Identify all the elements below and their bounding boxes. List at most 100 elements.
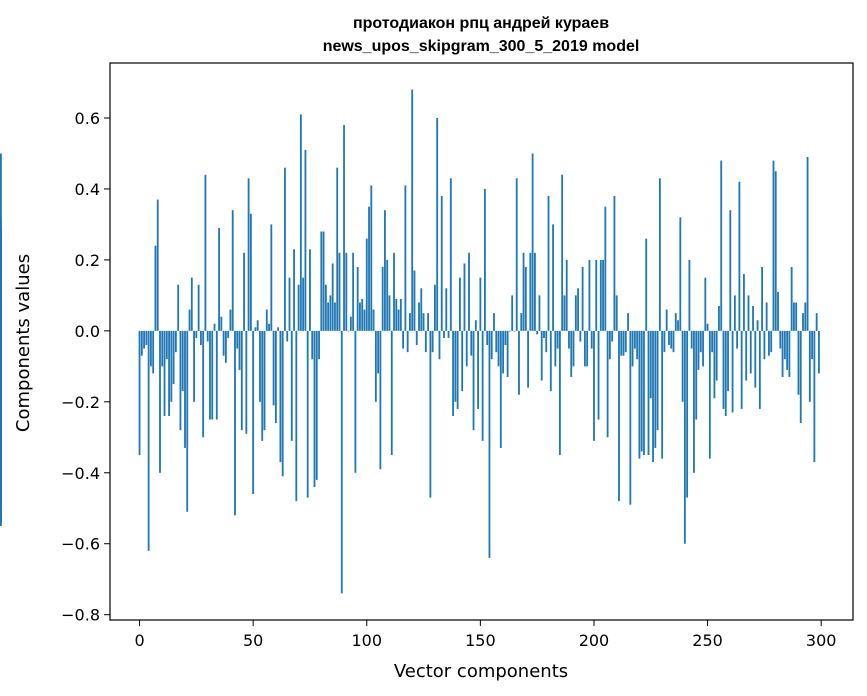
bar-273 xyxy=(758,330,761,409)
bar-198 xyxy=(588,259,591,331)
bar-172 xyxy=(529,252,532,331)
bar-46 xyxy=(243,252,245,331)
bar-285 xyxy=(786,330,789,370)
bar-255 xyxy=(718,306,720,331)
bar-100 xyxy=(365,238,368,331)
bar-0 xyxy=(138,330,141,456)
bar-245 xyxy=(695,330,698,420)
bar-33 xyxy=(213,323,216,331)
bar-190 xyxy=(570,330,573,377)
bar-290 xyxy=(797,330,800,395)
x-axis-ticks: 0 50 100 150 200 250 300 xyxy=(134,620,836,650)
bar-66 xyxy=(288,277,291,331)
bar-274 xyxy=(761,267,764,331)
bar-120 xyxy=(411,89,414,331)
bar-181 xyxy=(549,330,552,392)
x-tick-label: 0 xyxy=(134,631,144,650)
bar-275 xyxy=(763,330,766,360)
bar-159 xyxy=(499,330,502,448)
y-tick-label: 0.2 xyxy=(75,251,100,270)
bar-41 xyxy=(231,210,234,331)
x-tick-label: 200 xyxy=(579,631,610,650)
bar-55 xyxy=(263,330,266,431)
bar-201 xyxy=(595,259,598,331)
x-axis-label: Vector components xyxy=(394,661,568,682)
y-tick-label: −0.4 xyxy=(61,464,100,483)
bar-98 xyxy=(361,298,364,331)
bar-38 xyxy=(224,330,227,363)
bar-262 xyxy=(733,295,736,331)
bar-51 xyxy=(254,327,257,331)
bar-123 xyxy=(418,302,420,331)
bar-140 xyxy=(456,330,459,409)
bar-145 xyxy=(468,252,470,331)
bar-106 xyxy=(379,330,382,470)
bar-56 xyxy=(265,309,268,331)
bar-54 xyxy=(261,330,264,441)
bar-94 xyxy=(352,252,355,331)
bar-101 xyxy=(368,206,370,331)
bar-78 xyxy=(315,330,318,480)
bar-148 xyxy=(474,320,477,331)
bar-296 xyxy=(811,330,814,360)
bar-177 xyxy=(540,330,543,381)
bar-267 xyxy=(745,330,748,381)
bar-247 xyxy=(699,330,702,353)
bar-1 xyxy=(140,330,143,356)
bar-118 xyxy=(406,330,409,353)
bar-179 xyxy=(545,330,548,353)
bar-293 xyxy=(804,302,807,331)
bar-196 xyxy=(583,330,586,367)
bar-249 xyxy=(704,277,707,331)
bar-62 xyxy=(279,330,282,463)
bar-252 xyxy=(711,330,714,353)
bar-206 xyxy=(606,330,609,438)
bar-263 xyxy=(736,330,739,349)
bar-50 xyxy=(252,330,255,495)
bar-197 xyxy=(586,330,589,367)
bar-15 xyxy=(172,330,175,385)
bar-186 xyxy=(561,174,564,331)
bar-266 xyxy=(743,274,745,331)
bar-261 xyxy=(731,330,734,413)
x-tick-label: 250 xyxy=(692,631,723,650)
bar-114 xyxy=(397,309,400,331)
bar-217 xyxy=(631,330,634,367)
bar-133 xyxy=(440,196,443,331)
bar-253 xyxy=(713,330,716,399)
bar-237 xyxy=(677,320,679,331)
bar-125 xyxy=(422,313,425,331)
y-tick-label: −0.2 xyxy=(61,393,100,412)
bar-58 xyxy=(270,224,273,331)
bar-25 xyxy=(195,330,198,338)
bar-152 xyxy=(484,188,486,331)
bar-109 xyxy=(386,259,389,331)
bar-102 xyxy=(370,185,373,331)
bar-42 xyxy=(234,330,236,516)
bar-214 xyxy=(624,330,627,353)
chart-title-line2: news_upos_skipgram_300_5_2019 model xyxy=(323,38,640,55)
bar-95 xyxy=(354,330,357,473)
bar-160 xyxy=(502,330,504,374)
bar-210 xyxy=(615,295,618,331)
bar-288 xyxy=(793,302,795,331)
bar-243 xyxy=(690,330,693,349)
bar-90 xyxy=(343,125,345,331)
bar-28 xyxy=(202,330,205,438)
bar-242 xyxy=(688,259,691,331)
bar-139 xyxy=(454,330,457,402)
bar-30 xyxy=(206,330,209,342)
bar-undefined xyxy=(0,227,2,331)
bar-187 xyxy=(563,295,566,331)
bar-259 xyxy=(727,330,729,392)
bar-59 xyxy=(272,330,275,406)
bar-80 xyxy=(320,231,323,331)
bar-82 xyxy=(324,284,327,331)
x-tick-label: 50 xyxy=(243,631,263,650)
bar-43 xyxy=(236,330,239,349)
y-axis-ticks: −0.8 −0.6 −0.4 −0.2 0.0 0.2 0.4 0.6 xyxy=(61,109,110,625)
bar-176 xyxy=(538,295,541,331)
bar-223 xyxy=(645,238,648,331)
bar-34 xyxy=(215,330,218,420)
